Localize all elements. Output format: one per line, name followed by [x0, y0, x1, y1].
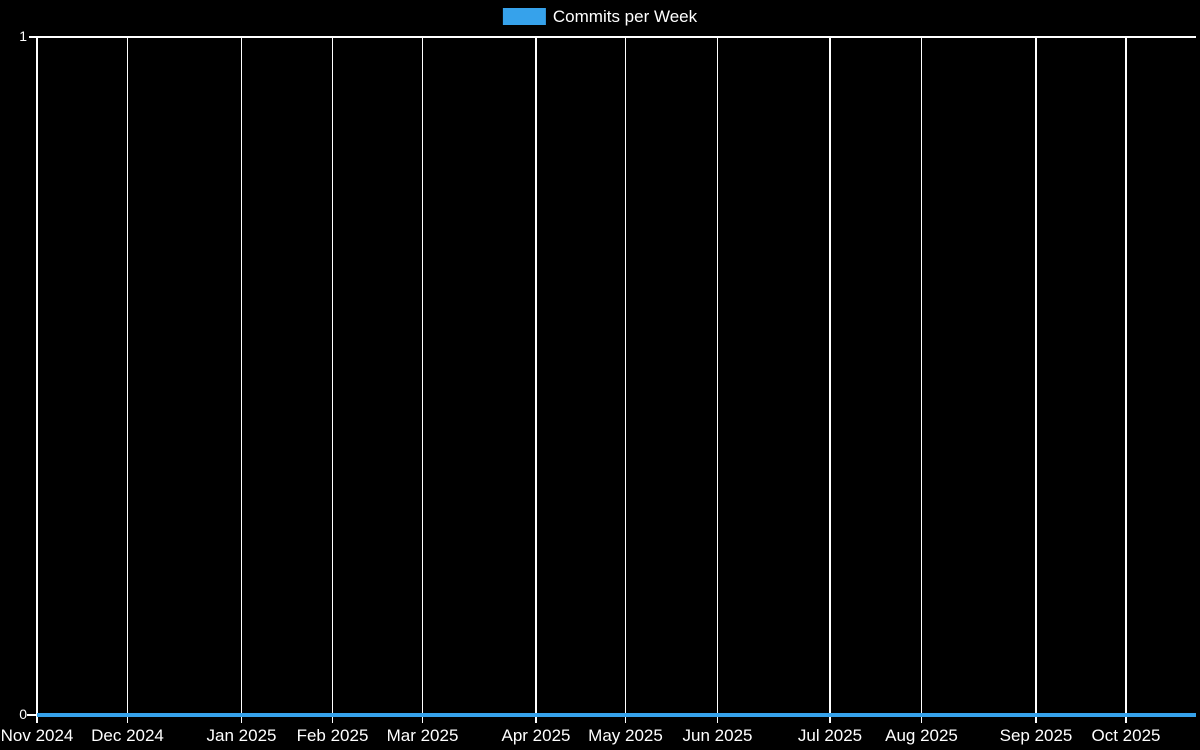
legend-label: Commits per Week [552, 7, 698, 26]
month-gridline [1035, 37, 1037, 723]
x-tick-label: Feb 2025 [296, 726, 369, 745]
month-gridline [126, 37, 129, 723]
top-gridline [29, 36, 1196, 38]
x-tick-label: Oct 2025 [1091, 726, 1161, 745]
y-axis-tick [27, 714, 37, 716]
month-gridline [535, 37, 537, 723]
month-gridline [1125, 37, 1127, 723]
x-tick-label: Aug 2025 [885, 726, 958, 745]
month-gridline [36, 37, 38, 723]
chart-legend-item[interactable]: Commits per Week [502, 7, 698, 26]
month-gridline [716, 37, 719, 723]
month-gridline [624, 37, 627, 723]
x-tick-label: Jul 2025 [797, 726, 863, 745]
month-gridline [421, 37, 424, 723]
month-gridline [829, 37, 831, 723]
month-gridline [920, 37, 923, 723]
x-tick-label: Dec 2024 [91, 726, 164, 745]
month-gridline [240, 37, 243, 723]
y-tick-label: 1 [19, 28, 27, 44]
x-tick-label: Apr 2025 [501, 726, 571, 745]
x-tick-label: May 2025 [588, 726, 663, 745]
x-tick-label: Mar 2025 [386, 726, 459, 745]
legend-swatch [502, 8, 546, 25]
x-tick-label: Jun 2025 [682, 726, 753, 745]
x-tick-label: Nov 2024 [0, 726, 74, 745]
y-tick-label: 0 [19, 706, 27, 722]
x-tick-label: Sep 2025 [999, 726, 1073, 745]
x-tick-label: Jan 2025 [206, 726, 277, 745]
month-gridline [331, 37, 334, 723]
